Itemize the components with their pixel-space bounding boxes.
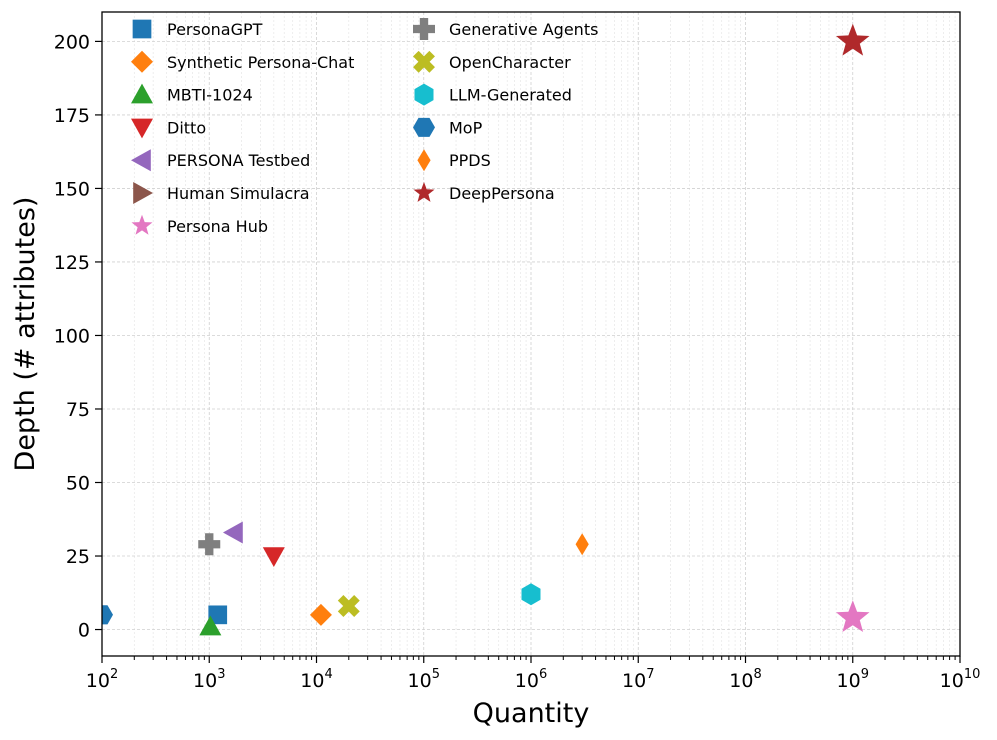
legend-marker-generative-agents <box>413 18 435 40</box>
data-point-deeppersona <box>836 23 870 56</box>
y-tick-label: 125 <box>54 252 90 274</box>
y-tick-label: 50 <box>66 473 90 495</box>
data-point-mbti-1024 <box>199 615 222 636</box>
data-point-llm-generated <box>521 583 541 606</box>
legend-label-mbti-1024: MBTI-1024 <box>167 86 253 105</box>
legend-marker-deeppersona <box>413 182 435 202</box>
legend-item-opencharacter: OpenCharacter <box>413 50 571 73</box>
legend-item-mop: MoP <box>413 117 483 137</box>
x-tick-label: 107 <box>622 667 654 692</box>
x-tick-label: 1010 <box>940 667 981 692</box>
legend-item-generative-agents: Generative Agents <box>413 18 598 40</box>
x-tick-label: 109 <box>837 667 869 692</box>
grid-layer <box>101 12 961 656</box>
legend-label-persona-testbed: PERSONA Testbed <box>167 151 310 170</box>
data-point-mop <box>102 605 113 625</box>
marker-layer <box>102 23 870 636</box>
legend-label-human-simulacra: Human Simulacra <box>167 184 310 203</box>
data-point-persona-hub <box>836 600 870 632</box>
x-tick-label: 108 <box>729 667 761 692</box>
tick-layer: 102 103 104 105 106 107 108 109 1010 0 25 50 75 100 12… <box>54 31 981 692</box>
y-tick-label: 0 <box>78 620 90 642</box>
legend-label-ditto: Ditto <box>167 118 206 137</box>
legend-marker-opencharacter <box>413 50 435 73</box>
y-tick-label: 200 <box>54 31 90 53</box>
legend-marker-opencharacter-shape <box>413 50 435 73</box>
legend-item-personagpt: PersonaGPT <box>132 19 263 39</box>
data-point-generative-agents <box>198 533 221 556</box>
legend-label-llm-generated: LLM-Generated <box>449 86 572 105</box>
legend-marker-mbti-1024 <box>131 83 153 104</box>
legend-label-persona-hub: Persona Hub <box>167 217 268 236</box>
legend-item-human-simulacra: Human Simulacra <box>133 182 310 204</box>
legend-item-deeppersona: DeepPersona <box>413 182 555 203</box>
x-axis-title: Quantity <box>473 698 590 729</box>
legend-label-opencharacter: OpenCharacter <box>449 53 571 72</box>
x-tick-label: 102 <box>86 667 118 692</box>
y-tick-label: 75 <box>66 399 90 421</box>
x-tick-label: 105 <box>408 667 440 692</box>
y-tick-label: 100 <box>54 325 90 347</box>
y-tick-label: 150 <box>54 178 90 200</box>
legend-label-generative-agents: Generative Agents <box>449 20 598 39</box>
legend-marker-llm-generated <box>414 83 434 106</box>
y-tick-label: 175 <box>54 105 90 127</box>
data-point-ditto <box>262 547 285 568</box>
data-point-synthetic-persona-chat <box>309 603 332 626</box>
legend-item-mbti-1024: MBTI-1024 <box>131 83 253 105</box>
legend-label-ppds: PPDS <box>449 151 491 170</box>
legend-marker-persona-testbed <box>131 149 151 172</box>
data-point-opencharacter-shape <box>337 595 360 617</box>
legend: PersonaGPT Synthetic Persona-Chat MBTI-102… <box>131 18 598 236</box>
legend-marker-personagpt <box>132 19 152 39</box>
legend-label-deeppersona: DeepPersona <box>449 184 555 203</box>
legend-marker-mop <box>413 117 435 137</box>
legend-item-ditto: Ditto <box>131 118 206 139</box>
data-point-personagpt <box>208 605 228 625</box>
legend-label-mop: MoP <box>449 118 483 137</box>
y-axis-title: Depth (# attributes) <box>10 197 41 472</box>
data-point-persona-testbed <box>222 521 243 544</box>
legend-label-personagpt: PersonaGPT <box>167 20 263 39</box>
legend-item-ppds: PPDS <box>417 149 491 172</box>
legend-marker-ditto <box>131 118 153 139</box>
legend-label-synthetic-persona-chat: Synthetic Persona-Chat <box>167 53 354 72</box>
x-tick-label: 104 <box>300 667 332 692</box>
legend-item-synthetic-persona-chat: Synthetic Persona-Chat <box>131 50 354 73</box>
legend-item-persona-testbed: PERSONA Testbed <box>131 149 310 172</box>
x-tick-label: 106 <box>515 667 547 692</box>
legend-item-persona-hub: Persona Hub <box>131 214 268 236</box>
legend-item-llm-generated: LLM-Generated <box>414 83 572 106</box>
data-point-ppds <box>575 533 589 556</box>
legend-marker-human-simulacra <box>133 182 153 204</box>
data-point-opencharacter <box>337 595 360 617</box>
legend-marker-persona-hub <box>131 214 153 235</box>
x-tick-label: 103 <box>193 667 225 692</box>
y-tick-label: 25 <box>66 546 90 568</box>
legend-marker-ppds <box>417 149 431 172</box>
legend-marker-synthetic-persona-chat <box>131 50 153 73</box>
